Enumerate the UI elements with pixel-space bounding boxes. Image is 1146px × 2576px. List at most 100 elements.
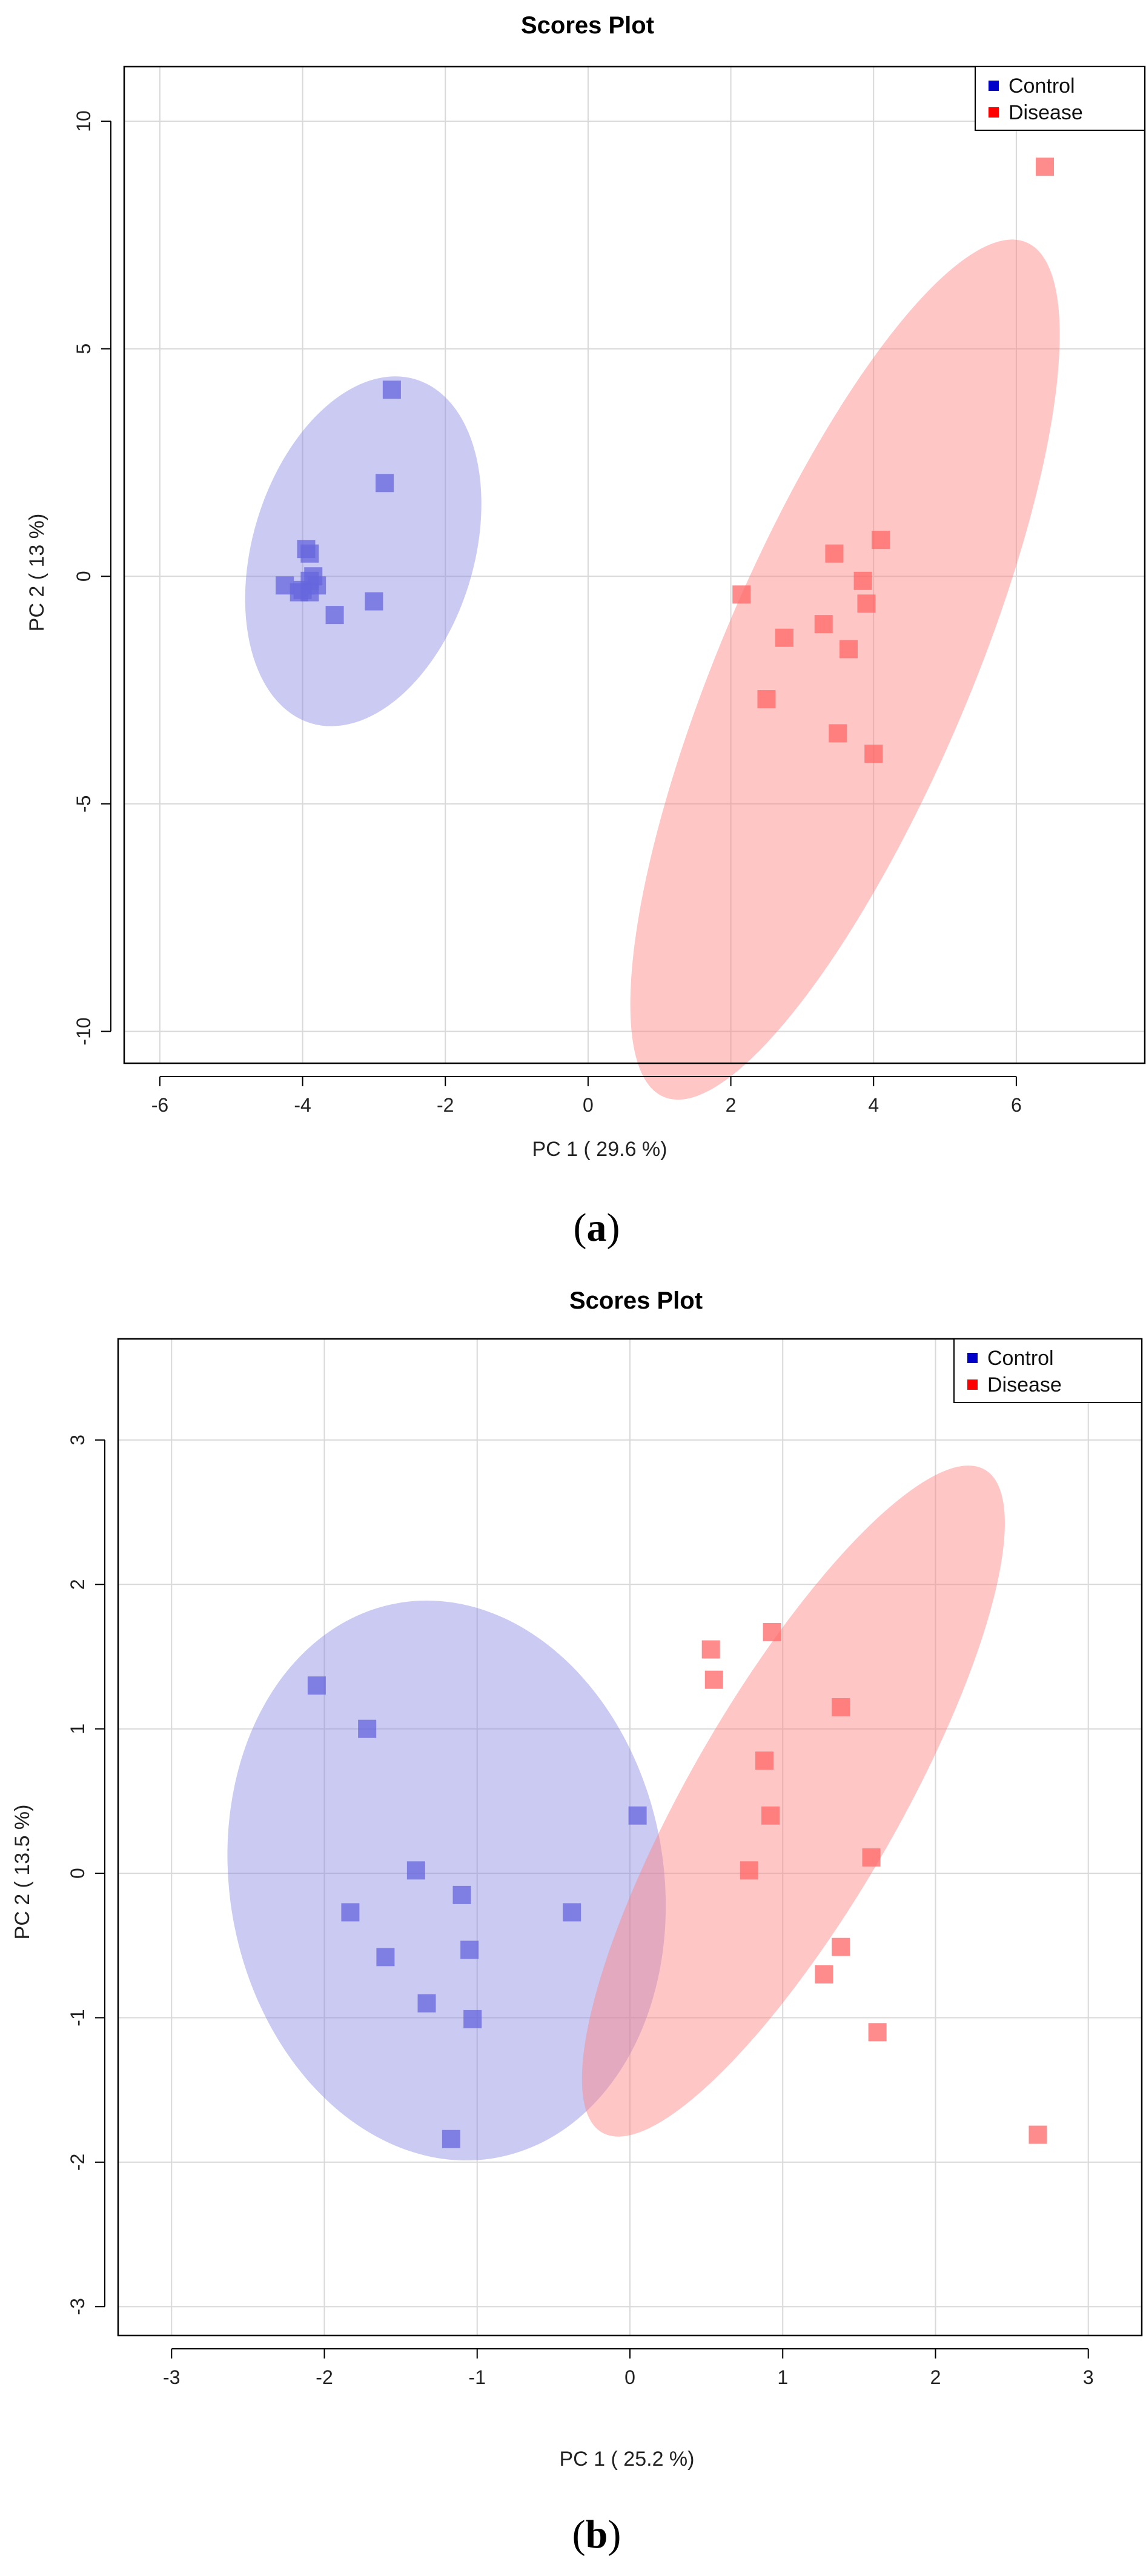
disease-point — [755, 1751, 773, 1770]
x-tick-label: -4 — [294, 1094, 311, 1116]
control-point — [452, 1885, 471, 1904]
disease-point — [775, 628, 793, 647]
x-tick-label: 3 — [1083, 2366, 1094, 2388]
control-point — [563, 1903, 581, 1922]
legend-label-control: Control — [1009, 75, 1075, 98]
disease-point — [814, 615, 833, 634]
disease-point — [701, 1640, 720, 1659]
x-tick-label: -2 — [437, 1094, 454, 1116]
legend-label-disease: Disease — [1009, 101, 1083, 124]
x-tick-label: -6 — [151, 1094, 168, 1116]
control-point — [300, 583, 319, 602]
legend-label-disease: Disease — [987, 1373, 1062, 1396]
disease-point — [862, 1848, 881, 1867]
control-point — [417, 1994, 436, 2013]
y-tick-label: -1 — [67, 2009, 88, 2026]
disease-point — [732, 585, 751, 604]
control-confidence-ellipse — [227, 1600, 666, 2161]
y-axis: -3 -2 -1 0 1 2 3 — [67, 1435, 105, 2315]
disease-point — [1028, 2125, 1047, 2144]
legend-swatch-disease — [989, 107, 999, 118]
legend-swatch-control — [967, 1353, 978, 1363]
disease-point — [864, 745, 883, 763]
control-points — [307, 1676, 647, 2148]
y-tick-label: 10 — [73, 110, 94, 132]
control-point — [376, 474, 394, 493]
disease-point — [740, 1861, 758, 1880]
disease-point — [832, 1698, 850, 1716]
x-tick-label: 6 — [1011, 1094, 1022, 1116]
disease-points — [732, 158, 1055, 763]
plot-title: Scores Plot — [569, 1287, 703, 1314]
grid — [124, 67, 1145, 1063]
y-tick-label: 3 — [67, 1435, 88, 1446]
caption-letter: b — [586, 2512, 608, 2557]
control-point — [406, 1861, 425, 1880]
disease-point — [829, 724, 847, 743]
disease-point — [761, 1806, 780, 1825]
control-point — [628, 1806, 647, 1825]
y-tick-label: 0 — [73, 571, 94, 582]
y-tick-label: -5 — [73, 795, 94, 812]
plot-frame — [123, 65, 1146, 1064]
legend-box — [953, 1338, 1142, 1403]
y-tick-label: 1 — [67, 1724, 88, 1734]
legend-box — [975, 66, 1145, 131]
y-tick-label: 5 — [73, 344, 94, 354]
disease-point — [704, 1670, 723, 1689]
x-tick-label: 1 — [777, 2366, 788, 2388]
x-tick-label: -1 — [469, 2366, 486, 2388]
control-point — [325, 606, 344, 625]
control-point — [382, 380, 401, 399]
figure-caption-b: (b) — [572, 2512, 621, 2557]
grid — [118, 1339, 1142, 2335]
legend-swatch-disease — [967, 1379, 978, 1390]
disease-point — [853, 571, 872, 590]
disease-points — [701, 1622, 1047, 2144]
control-point — [442, 2130, 460, 2148]
disease-point — [825, 544, 844, 563]
control-point — [376, 1948, 395, 1967]
x-tick-label: 4 — [868, 1094, 879, 1116]
control-point — [463, 2010, 482, 2028]
legend-swatch-control — [989, 81, 999, 91]
control-point — [365, 592, 383, 611]
disease-confidence-ellipse — [581, 1466, 1005, 2137]
legend-label-control: Control — [987, 1347, 1054, 1370]
control-confidence-ellipse — [245, 376, 482, 726]
control-point — [307, 1676, 326, 1695]
x-axis: -3 -2 -1 0 1 2 3 — [163, 2348, 1094, 2388]
x-axis-label: PC 1 ( 25.2 %) — [560, 2448, 695, 2471]
disease-point — [857, 594, 876, 613]
disease-point — [763, 1622, 781, 1641]
disease-point — [839, 640, 858, 659]
y-axis-label: PC 2 ( 13 %) — [25, 514, 48, 632]
legend: Control Disease — [975, 66, 1145, 131]
figure-caption-a: (a) — [574, 1206, 620, 1250]
control-point — [300, 544, 319, 563]
control-point — [460, 1940, 479, 1959]
x-tick-label: 0 — [624, 2366, 635, 2388]
x-tick-label: -3 — [163, 2366, 180, 2388]
x-axis-label: PC 1 ( 29.6 %) — [532, 1138, 667, 1161]
y-axis-label: PC 2 ( 13.5 %) — [11, 1805, 34, 1940]
caption-letter: a — [587, 1206, 607, 1250]
y-tick-label: -10 — [73, 1017, 94, 1045]
control-point — [358, 1719, 377, 1738]
plot-title: Scores Plot — [521, 12, 654, 39]
y-tick-label: -2 — [67, 2154, 88, 2171]
y-tick-label: 0 — [67, 1868, 88, 1879]
legend: Control Disease — [953, 1338, 1142, 1403]
disease-point — [832, 1937, 850, 1956]
disease-confidence-ellipse — [630, 239, 1060, 1100]
x-axis: -6 -4 -2 0 2 4 6 — [151, 1076, 1022, 1116]
disease-point — [815, 1965, 833, 1983]
disease-point — [872, 531, 890, 549]
disease-point — [868, 2023, 887, 2042]
plot-frame — [117, 1338, 1143, 2337]
scores-plot-b: Scores Plot -3 -2 -1 0 1 2 3 -3 -2 -1 0 1 2 3 Control D… — [11, 1287, 1143, 2557]
x-tick-label: 0 — [583, 1094, 594, 1116]
y-tick-label: -3 — [67, 2298, 88, 2315]
